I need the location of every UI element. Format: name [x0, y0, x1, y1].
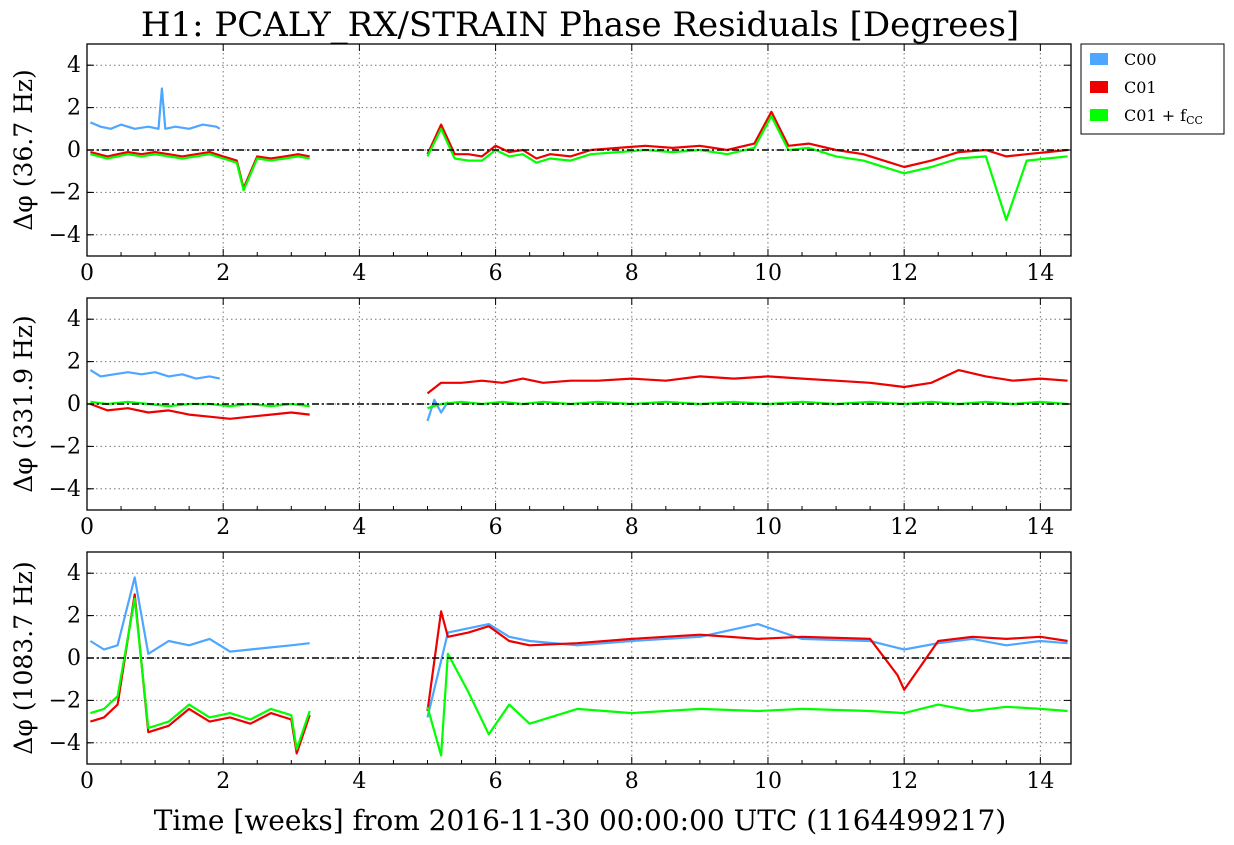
legend-swatch-c00 [1090, 53, 1108, 65]
legend-label-c01-fcc: C01 + fCC [1124, 106, 1203, 127]
x-tick-label: 0 [80, 515, 94, 540]
y-tick-label: 4 [67, 561, 81, 586]
series-c00-line-1 [89, 369, 221, 380]
legend-label-c00: C00 [1124, 50, 1157, 69]
series-c00-line-1 [89, 87, 221, 130]
y-tick-label: 4 [67, 307, 81, 332]
x-tick-label: 14 [1026, 515, 1054, 540]
y-tick-label: −4 [49, 223, 81, 248]
y-axis-label: Δφ (331.9 Hz) [9, 315, 38, 493]
series-c01-line-2 [426, 610, 1068, 712]
figure-title: H1: PCALY_RX/STRAIN Phase Residuals [Deg… [141, 5, 1019, 45]
y-tick-label: −2 [49, 434, 81, 459]
x-tick-label: 2 [216, 515, 230, 540]
y-tick-label: 2 [67, 604, 81, 629]
x-tick-label: 4 [352, 261, 366, 286]
x-tick-label: 12 [890, 261, 918, 286]
series-c01-fcc-line-1 [90, 153, 310, 192]
panel-3: 0 2 4 6 8 10 12 14 4 2 0 −2 −4 Δφ (1083.7 Hz) [9, 551, 1072, 794]
series-c01-fcc-line-1 [90, 597, 311, 751]
series-c01-fcc-line-2 [426, 114, 1068, 222]
panels: 0 2 4 6 8 10 12 14 4 2 0 −2 −4 Δφ (36.7 Hz) 0 2 4 6 8 10 12 1… [9, 43, 1072, 794]
x-tick-label: 8 [625, 515, 639, 540]
y-tick-label: 0 [67, 392, 81, 417]
x-axis-label: Time [weeks] from 2016-11-30 00:00:00 UT… [154, 804, 1006, 837]
x-tick-label: 6 [489, 261, 503, 286]
y-tick-label: 2 [67, 96, 81, 121]
x-tick-label: 10 [754, 261, 782, 286]
x-tick-label: 0 [80, 261, 94, 286]
series-c01-fcc-line-2 [426, 652, 1068, 757]
x-tick-label: 0 [80, 769, 94, 794]
y-tick-label: −2 [49, 688, 81, 713]
y-tick-label: −2 [49, 180, 81, 205]
x-tick-label: 6 [489, 515, 503, 540]
panel-2: 0 2 4 6 8 10 12 14 4 2 0 −2 −4 Δφ (331.9 Hz) [9, 297, 1072, 540]
x-tick-label: 14 [1026, 769, 1054, 794]
y-tick-label: 4 [67, 53, 81, 78]
x-tick-label: 2 [216, 769, 230, 794]
y-tick-label: 0 [67, 646, 81, 671]
x-tick-label: 4 [352, 769, 366, 794]
legend-label-c01: C01 [1124, 78, 1157, 97]
series-c01-line-1 [90, 402, 310, 420]
x-tick-label: 12 [890, 769, 918, 794]
legend-swatch-c01-fcc [1090, 109, 1108, 121]
series-c01-fcc-line-2 [427, 400, 1068, 410]
legend: C00 C01 C01 + fCC [1080, 43, 1225, 135]
y-axis-label: Δφ (36.7 Hz) [9, 69, 38, 231]
series-c01-fcc-line-1 [90, 400, 310, 408]
x-tick-label: 2 [216, 261, 230, 286]
x-tick-label: 8 [625, 261, 639, 286]
x-tick-label: 10 [754, 515, 782, 540]
legend-swatch-c01 [1090, 81, 1108, 93]
x-tick-label: 14 [1026, 261, 1054, 286]
x-tick-label: 10 [754, 769, 782, 794]
series-c01-line-2 [426, 110, 1068, 169]
y-axis-label: Δφ (1083.7 Hz) [9, 561, 38, 754]
x-tick-label: 4 [352, 515, 366, 540]
series-c00-line-2 [426, 622, 1068, 718]
x-tick-label: 6 [489, 769, 503, 794]
y-tick-label: −4 [49, 477, 81, 502]
y-tick-label: 2 [67, 350, 81, 375]
series-c01-line-2 [426, 369, 1068, 395]
series-c00-line-1 [89, 576, 310, 655]
x-tick-label: 12 [890, 515, 918, 540]
series-c01-line-1 [90, 151, 310, 190]
panel-1: 0 2 4 6 8 10 12 14 4 2 0 −2 −4 Δφ (36.7 Hz) [9, 43, 1072, 286]
y-tick-label: 0 [67, 138, 81, 163]
y-tick-label: −4 [49, 731, 81, 756]
x-tick-label: 8 [625, 769, 639, 794]
